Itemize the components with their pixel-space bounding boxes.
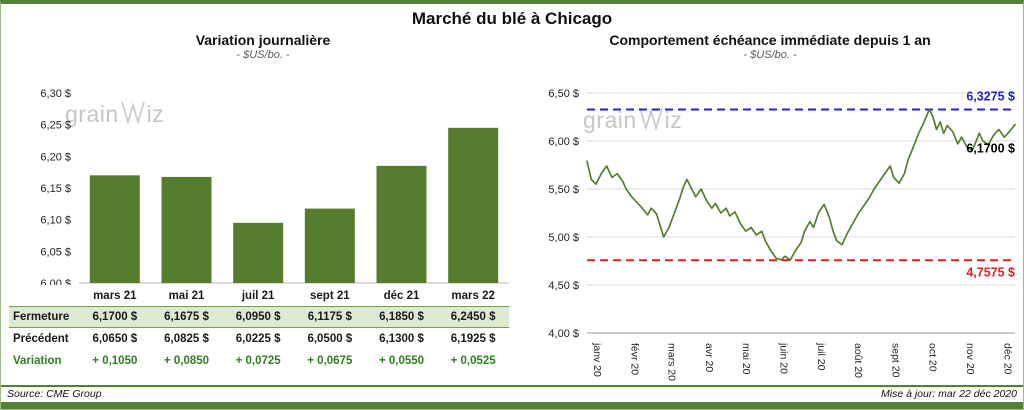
watermark-text: grain (65, 100, 119, 127)
update-note: Mise à jour: mar 22 déc 2020 (881, 388, 1017, 400)
bar-y-tick-label: 6,30 $ (40, 88, 71, 100)
table-value: 6,1300 $ (379, 333, 424, 345)
daily-variation-panel: Variation journalière - $US/bo. - grain … (1, 29, 517, 372)
table-corner (9, 285, 79, 306)
column-header: juil 21 (241, 289, 275, 302)
footer-row: Source: CME Group Mise à jour: mar 22 dé… (1, 387, 1023, 402)
grainwiz-w-icon (638, 105, 664, 135)
price-series-line (586, 108, 1016, 261)
bar-y-tick-label: 6,05 $ (40, 246, 71, 258)
line-y-tick-label: 5,50 $ (548, 184, 579, 196)
bar-y-tick-label: 6,15 $ (40, 183, 71, 195)
month-label: janv 20 (591, 342, 603, 377)
grainwiz-w-icon (120, 99, 146, 129)
line-chart-subtitle: - $US/bo. - (743, 49, 797, 61)
month-label: nov 20 (964, 343, 976, 375)
row-label-fermeture: Fermeture (9, 306, 79, 328)
column-header: mai 21 (168, 289, 205, 302)
table-value: + 0,1050 (92, 355, 138, 367)
line-chart-area: grain iz 4,00 $ 4,50 $ 5,00 $ 5,50 $ 6,00 $ 6… (517, 63, 1023, 383)
bar-chart-title: Variation journalière (195, 32, 331, 48)
column-header: sept 21 (310, 289, 350, 302)
grainwiz-watermark: grain iz (583, 105, 682, 135)
watermark-text: iz (146, 100, 165, 127)
table-value: 6,0950 $ (222, 306, 294, 328)
watermark-text: grain (583, 106, 637, 133)
table-value: 6,0500 $ (307, 333, 353, 345)
bar-chart: 6,00 $ 6,05 $ 6,10 $ 6,15 $ 6,20 $ 6,25 $ 6,30… (40, 88, 509, 285)
column-header: déc 21 (383, 289, 420, 302)
line-y-tick-label: 5,00 $ (548, 232, 579, 244)
footer-divider (1, 385, 1023, 387)
bar-y-tick-label: 6,10 $ (40, 215, 71, 227)
table-value: + 0,0675 (307, 355, 353, 367)
month-label: déc 20 (1001, 343, 1013, 375)
month-label: févr 20 (628, 343, 640, 375)
row-label-variation: Variation (13, 355, 62, 367)
quote-table: mars 21 mai 21 juil 21 sept 21 déc 21 mars 22… (9, 285, 509, 372)
bar-mai 21 (161, 176, 212, 283)
table-value: 6,1700 $ (79, 306, 151, 328)
table-value: 6,1850 $ (365, 306, 438, 328)
bar-mars 22 (448, 127, 499, 283)
column-header: mars 21 (93, 289, 137, 302)
month-label: oct 20 (927, 343, 939, 372)
line-chart-title: Comportement échéance immédiate depuis 1… (609, 32, 931, 48)
month-label: avr 20 (703, 343, 715, 372)
table-value: + 0,0725 (235, 355, 281, 367)
bottom-green-bar (1, 402, 1023, 409)
bar-chart-area: grain iz 6,00 $6,05 $6,10 $6,15 $6,20 $6… (9, 63, 517, 285)
line-y-tick-label: 6,50 $ (548, 88, 579, 100)
reference-line-label: 4,7575 $ (966, 265, 1015, 279)
month-label: mars 20 (666, 343, 678, 381)
bar-y-tick-label: 6,20 $ (40, 151, 71, 163)
table-value: + 0,0525 (450, 355, 496, 367)
reference-line-label: 6,3275 $ (966, 90, 1015, 104)
bar-y-tick-label: 6,00 $ (40, 278, 71, 285)
table-value: 6,0825 $ (164, 333, 209, 345)
watermark-text: iz (664, 106, 683, 133)
table-value: + 0,0550 (378, 355, 425, 367)
page-title: Marché du blé à Chicago (411, 9, 613, 28)
last-value-label: 6,1700 $ (966, 142, 1015, 156)
table-value: 6,0650 $ (92, 333, 138, 345)
bar-mars 21 (89, 175, 140, 283)
footer: Source: CME Group Mise à jour: mar 22 dé… (1, 385, 1023, 409)
table-value: 6,0225 $ (235, 333, 281, 345)
month-label: sept 20 (889, 343, 901, 378)
bar-juil 21 (233, 222, 284, 283)
line-y-tick-label: 6,00 $ (548, 136, 579, 148)
bar-sept 21 (304, 208, 355, 283)
grainwiz-watermark: grain iz (65, 99, 164, 129)
row-label-précédent: Précédent (13, 333, 69, 345)
panels: Variation journalière - $US/bo. - grain … (1, 29, 1023, 383)
month-label: juin 20 (778, 342, 790, 374)
table-value: 6,2450 $ (437, 306, 509, 328)
table-value: + 0,0850 (163, 355, 210, 367)
source-note: Source: CME Group (7, 388, 102, 400)
month-label: juil 20 (815, 342, 827, 371)
line-y-tick-label: 4,50 $ (548, 280, 579, 292)
column-header: mars 22 (451, 289, 495, 302)
table-value: 6,1175 $ (293, 306, 366, 328)
front-month-panel: Comportement échéance immédiate depuis 1… (517, 29, 1023, 383)
table-value: 6,1925 $ (450, 333, 496, 345)
bar-déc 21 (376, 165, 427, 283)
table-value: 6,1675 $ (150, 306, 223, 328)
bar-y-tick-label: 6,25 $ (40, 120, 71, 132)
bar-chart-subtitle: - $US/bo. - (236, 49, 290, 61)
month-label: août 20 (852, 343, 864, 378)
month-label: mai 20 (740, 343, 752, 375)
line-y-tick-label: 4,00 $ (548, 328, 579, 340)
line-chart: 4,00 $ 4,50 $ 5,00 $ 5,50 $ 6,00 $ 6,50 $ janv… (548, 88, 1016, 381)
